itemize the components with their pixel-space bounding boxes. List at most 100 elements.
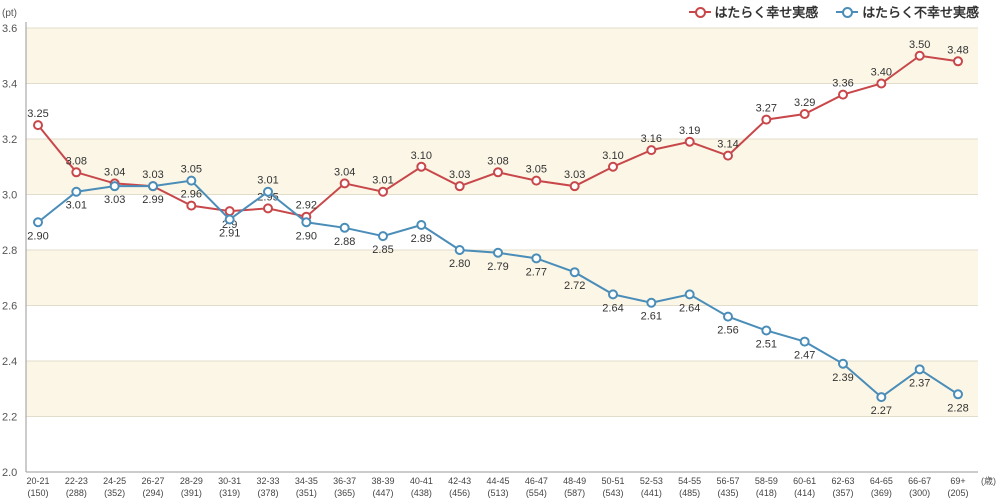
y-tick-label: 2.8 bbox=[2, 245, 17, 257]
data-label-unhappy: 3.03 bbox=[142, 169, 163, 181]
y-tick-label: 2.0 bbox=[2, 467, 17, 479]
data-point-unhappy bbox=[876, 392, 887, 403]
x-count-label: (288) bbox=[66, 488, 87, 498]
x-tick-label: 60-61 bbox=[793, 476, 816, 486]
x-tick-label: 56-57 bbox=[716, 476, 739, 486]
data-label-happy: 3.04 bbox=[334, 166, 355, 178]
data-point-happy bbox=[569, 181, 580, 192]
y-tick-label: 3.6 bbox=[2, 23, 17, 35]
data-point-happy bbox=[71, 167, 82, 178]
data-label-unhappy: 2.28 bbox=[947, 402, 968, 414]
grid-band bbox=[26, 139, 978, 195]
x-count-label: (414) bbox=[794, 488, 815, 498]
data-label-happy: 3.48 bbox=[947, 44, 968, 56]
data-label-unhappy: 2.79 bbox=[487, 261, 508, 273]
data-point-happy bbox=[723, 150, 733, 161]
data-label-happy: 2.99 bbox=[142, 194, 163, 206]
x-tick-label: 46-47 bbox=[525, 476, 548, 486]
data-point-unhappy bbox=[723, 311, 733, 322]
data-point-unhappy bbox=[224, 214, 235, 225]
data-point-happy bbox=[684, 136, 695, 147]
data-point-happy bbox=[608, 161, 618, 172]
x-tick-label: 38-39 bbox=[371, 476, 394, 486]
y-tick-label: 2.2 bbox=[2, 412, 17, 424]
data-point-unhappy bbox=[454, 245, 465, 255]
data-point-happy bbox=[416, 161, 427, 172]
data-label-happy: 3.03 bbox=[449, 169, 470, 181]
data-label-happy: 3.10 bbox=[602, 150, 623, 162]
data-point-happy bbox=[493, 167, 503, 178]
data-label-unhappy: 2.91 bbox=[219, 227, 240, 239]
x-count-label: (205) bbox=[947, 488, 968, 498]
data-point-unhappy bbox=[148, 181, 158, 192]
data-label-happy: 3.29 bbox=[794, 97, 815, 109]
x-tick-label: 40-41 bbox=[410, 476, 433, 486]
x-tick-label: 64-65 bbox=[870, 476, 893, 486]
data-point-happy bbox=[761, 114, 772, 125]
x-count-label: (554) bbox=[526, 488, 547, 498]
x-count-label: (351) bbox=[296, 488, 317, 498]
x-count-label: (365) bbox=[334, 488, 355, 498]
grid-band bbox=[26, 250, 978, 306]
data-point-happy bbox=[454, 181, 465, 192]
data-label-unhappy: 2.64 bbox=[679, 302, 700, 314]
data-label-unhappy: 2.89 bbox=[411, 233, 432, 245]
data-point-happy bbox=[914, 50, 925, 61]
x-count-label: (369) bbox=[871, 488, 892, 498]
x-tick-label: 42-43 bbox=[448, 476, 471, 486]
data-label-happy: 3.04 bbox=[104, 166, 125, 178]
data-point-unhappy bbox=[531, 253, 542, 264]
x-tick-label: 22-23 bbox=[65, 476, 88, 486]
x-count-label: (438) bbox=[411, 488, 432, 498]
data-label-happy: 3.27 bbox=[756, 103, 777, 115]
data-label-happy: 3.50 bbox=[909, 39, 930, 51]
data-label-happy: 3.10 bbox=[411, 150, 432, 162]
x-count-label: (441) bbox=[641, 488, 662, 498]
data-point-unhappy bbox=[301, 217, 312, 228]
y-tick-label: 3.4 bbox=[2, 79, 17, 91]
data-label-happy: 3.01 bbox=[372, 175, 393, 187]
data-label-unhappy: 2.77 bbox=[526, 266, 547, 278]
data-point-happy bbox=[263, 203, 273, 214]
x-count-label: (378) bbox=[257, 488, 278, 498]
data-point-happy bbox=[186, 200, 197, 211]
x-tick-label: 24-25 bbox=[103, 476, 126, 486]
y-tick-label: 3.2 bbox=[2, 134, 17, 146]
data-label-happy: 3.14 bbox=[717, 139, 738, 151]
data-point-unhappy bbox=[339, 222, 350, 233]
x-count-label: (357) bbox=[832, 488, 853, 498]
x-count-label: (150) bbox=[27, 488, 48, 498]
data-label-unhappy: 2.88 bbox=[334, 236, 355, 248]
data-point-happy bbox=[876, 78, 887, 89]
data-point-unhappy bbox=[33, 217, 43, 228]
data-label-unhappy: 2.80 bbox=[449, 258, 470, 270]
x-count-label: (435) bbox=[717, 488, 738, 498]
data-point-unhappy bbox=[953, 389, 963, 400]
x-count-label: (391) bbox=[181, 488, 202, 498]
data-point-unhappy bbox=[646, 297, 657, 308]
data-point-happy bbox=[838, 89, 848, 100]
legend-swatch-happy bbox=[688, 6, 711, 18]
legend: はたらく幸せ実感 はたらく不幸せ実感 bbox=[688, 2, 979, 21]
x-count-label: (513) bbox=[487, 488, 508, 498]
data-point-unhappy bbox=[71, 186, 82, 197]
data-label-happy: 2.96 bbox=[181, 189, 202, 201]
x-tick-label: 52-53 bbox=[640, 476, 663, 486]
data-label-happy: 2.92 bbox=[296, 200, 317, 212]
legend-label-unhappy: はたらく不幸せ実感 bbox=[862, 5, 979, 20]
x-tick-label: 30-31 bbox=[218, 476, 241, 486]
grid-band bbox=[26, 28, 978, 84]
data-label-happy: 3.16 bbox=[641, 133, 662, 145]
data-label-unhappy: 2.51 bbox=[756, 338, 777, 350]
data-point-unhappy bbox=[914, 364, 925, 375]
data-point-happy bbox=[646, 145, 657, 156]
data-point-unhappy bbox=[416, 220, 427, 231]
data-label-unhappy: 2.61 bbox=[641, 311, 662, 323]
data-label-unhappy: 3.03 bbox=[104, 194, 125, 206]
x-tick-label: 44-45 bbox=[486, 476, 509, 486]
x-count-label: (294) bbox=[142, 488, 163, 498]
data-label-unhappy: 2.90 bbox=[27, 230, 48, 242]
x-tick-label: 66-67 bbox=[908, 476, 931, 486]
data-point-happy bbox=[953, 56, 963, 67]
